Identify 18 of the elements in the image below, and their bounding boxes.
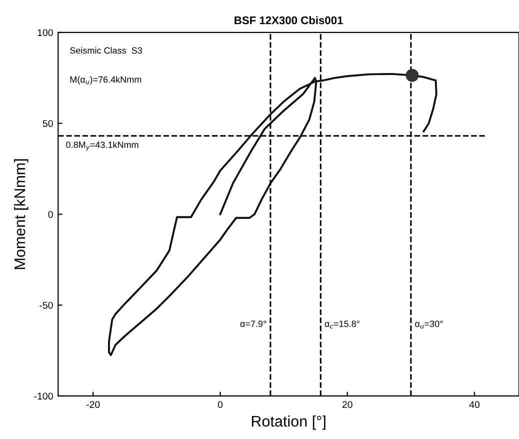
ref-line-label: α$_{u}$=30° xyxy=(415,320,443,328)
x-tick-label: 0 xyxy=(218,401,223,408)
y-axis-title: Moment [kNmm] xyxy=(14,159,28,269)
y-tick-label: 100 xyxy=(38,29,53,36)
annotation: Seismic Class S3 xyxy=(70,47,142,54)
chart-title: BSF 12X300 Cbis001 xyxy=(234,16,343,24)
y-tick-label: 50 xyxy=(42,120,53,127)
ref-line-label: α=7.9° xyxy=(240,320,266,328)
y-tick-label: -100 xyxy=(34,392,53,400)
x-axis-title: Rotation [°] xyxy=(252,415,326,430)
y-tick-label: 0 xyxy=(48,210,53,218)
y-tick-label: -50 xyxy=(40,302,53,309)
ref-line-label: α$_{c}$=15.8° xyxy=(324,320,360,328)
ref-line-label: 0.8M$_{y}$=43.1kNmm xyxy=(66,141,138,151)
x-tick-label: 40 xyxy=(469,401,480,408)
x-tick-label: -20 xyxy=(86,401,100,408)
x-tick-label: 20 xyxy=(342,401,352,408)
annotation: M(α$_{u}$)=76.4kNmm xyxy=(70,76,142,85)
